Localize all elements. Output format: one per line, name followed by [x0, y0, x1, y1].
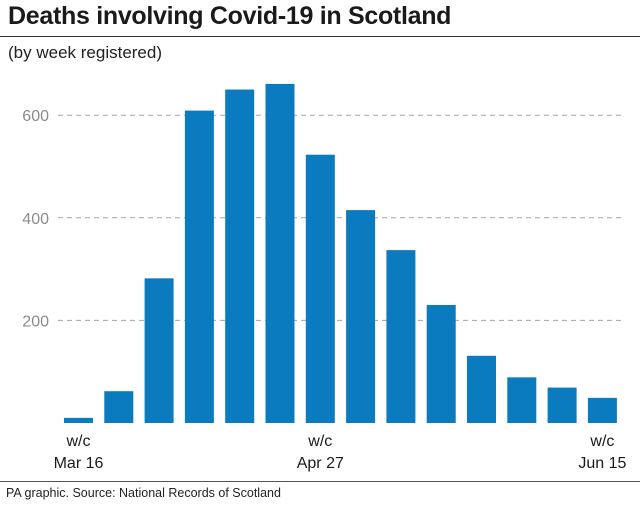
bar-w-c-jun-8	[547, 387, 577, 423]
y-tick-label: 400	[22, 211, 49, 228]
bar-w-c-apr-27	[305, 154, 335, 424]
bar-w-c-may-25	[467, 355, 496, 423]
title-divider	[0, 36, 640, 37]
bar-w-c-may-11	[386, 250, 416, 423]
bar-w-c-jun-15	[587, 397, 617, 423]
y-tick-label: 200	[22, 313, 49, 330]
chart-subtitle: (by week registered)	[8, 43, 163, 62]
x-tick-label-line1: w/c	[66, 433, 91, 450]
x-tick-label-line2: Apr 27	[297, 455, 344, 472]
x-tick-label-line2: Mar 16	[54, 455, 104, 472]
bar-w-c-mar-23	[104, 391, 134, 423]
bar-w-c-mar-16	[64, 417, 93, 423]
x-tick-label-line1: w/c	[589, 433, 614, 450]
bar-w-c-apr-20	[265, 83, 295, 424]
bar-w-c-apr-13	[225, 89, 255, 424]
chart-title: Deaths involving Covid-19 in Scotland	[8, 2, 452, 30]
bar-w-c-may-18	[426, 305, 456, 423]
footer-divider	[0, 481, 640, 482]
source-note: PA graphic. Source: National Records of …	[6, 486, 281, 500]
x-tick-label-line2: Jun 15	[578, 455, 626, 472]
bar-w-c-apr-6	[184, 110, 214, 423]
bar-w-c-mar-30	[144, 278, 174, 423]
grid-layer	[58, 114, 622, 321]
bar-layer	[64, 83, 617, 424]
label-layer: 200 400 600 w/c Mar 16 w/c Apr 27 w/c Jun 15	[22, 108, 626, 472]
bar-w-c-may-4	[346, 210, 376, 423]
bar-chart: 200 400 600 w/c Mar 16 w/c Apr 27 w/c Jun 15	[22, 83, 627, 472]
x-tick-label-line1: w/c	[307, 433, 332, 450]
bar-w-c-jun-1	[507, 377, 537, 423]
y-tick-label: 600	[22, 108, 49, 125]
